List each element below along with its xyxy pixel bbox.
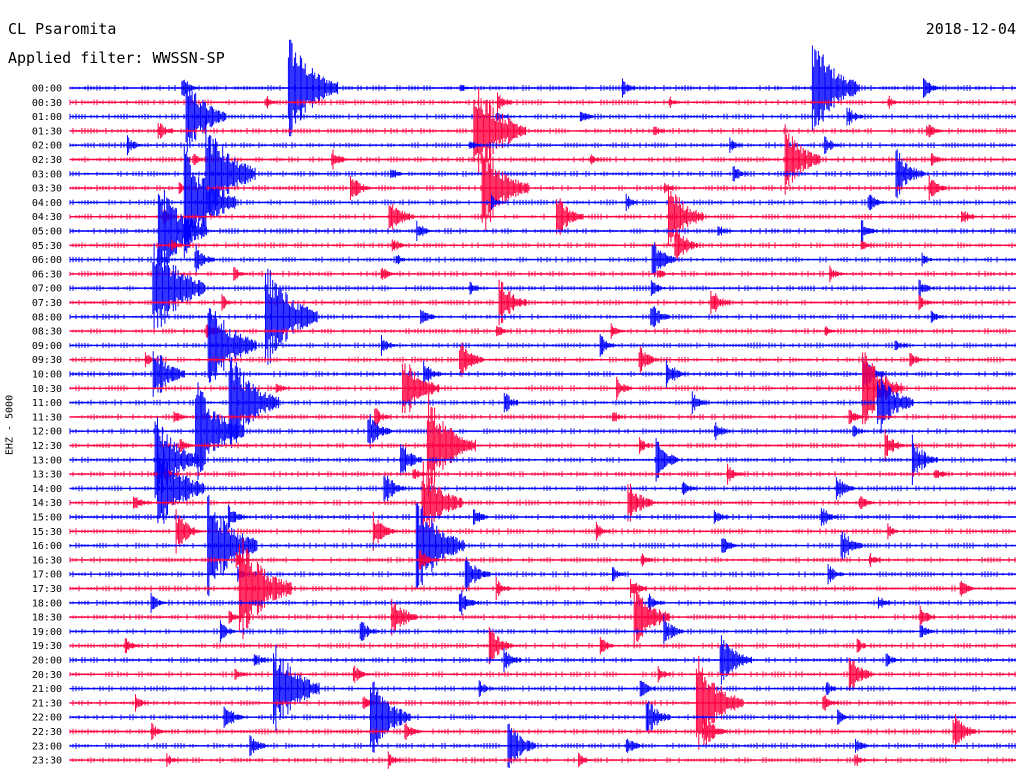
trace-waveform: [69, 557, 1016, 592]
trace-waveform: [69, 115, 1016, 232]
trace-time-label: 05:00: [32, 227, 62, 238]
trace-waveform: [69, 656, 1016, 750]
trace-time-label: 16:00: [32, 541, 62, 552]
trace-time-label: 19:00: [32, 627, 62, 638]
trace-waveform: [69, 635, 1016, 685]
trace-time-label: 19:30: [32, 641, 62, 652]
trace-waveform: [69, 382, 1016, 481]
trace-waveform: [69, 723, 1016, 768]
trace-waveform: [69, 342, 1016, 378]
trace-waveform: [69, 537, 1016, 640]
trace-time-label: 22:30: [32, 727, 62, 738]
trace-waveform: [69, 494, 1016, 597]
trace-time-label: 08:30: [32, 327, 62, 338]
trace-waveform: [69, 550, 1016, 570]
trace-waveform: [69, 279, 1016, 326]
trace-time-label: 14:00: [32, 484, 62, 495]
trace-time-label: 03:00: [32, 169, 62, 180]
trace-time-label: 21:30: [32, 698, 62, 709]
trace-time-label: 10:00: [32, 370, 62, 381]
trace-time-label: 04:30: [32, 212, 62, 223]
trace-time-label: 01:30: [32, 126, 62, 137]
trace-waveform: [69, 308, 1016, 383]
trace-time-label: 00:30: [32, 98, 62, 109]
trace-time-label: 07:30: [32, 298, 62, 309]
trace-waveform: [69, 323, 1016, 339]
trace-time-label: 17:00: [32, 570, 62, 581]
trace-waveform: [69, 352, 1016, 425]
trace-time-label: 18:30: [32, 613, 62, 624]
trace-waveform: [69, 586, 1016, 648]
trace-waveform: [69, 461, 1016, 544]
trace-waveform: [69, 504, 1016, 530]
trace-time-label: 15:30: [32, 527, 62, 538]
trace-time-label: 05:30: [32, 241, 62, 252]
trace-time-label: 21:00: [32, 684, 62, 695]
trace-time-label: 16:30: [32, 555, 62, 566]
trace-waveform: [69, 658, 1016, 691]
trace-waveform: [69, 509, 1016, 554]
trace-time-label: 18:00: [32, 598, 62, 609]
trace-time-label: 04:00: [32, 198, 62, 209]
trace-time-label: 09:00: [32, 341, 62, 352]
trace-time-label: 13:00: [32, 455, 62, 466]
trace-time-label: 08:00: [32, 312, 62, 323]
trace-waveform: [69, 417, 1016, 503]
trace-waveform: [69, 189, 1016, 273]
trace-waveform: [69, 644, 1016, 733]
trace-waveform: [69, 681, 1016, 753]
trace-time-label: 01:00: [32, 112, 62, 123]
trace-time-label: 15:00: [32, 513, 62, 524]
trace-waveform: [69, 751, 1016, 769]
trace-time-label: 06:00: [32, 255, 62, 266]
trace-time-label: 14:30: [32, 498, 62, 509]
trace-time-label: 23:00: [32, 741, 62, 752]
trace-waveform: [69, 92, 1016, 113]
trace-time-label: 23:30: [32, 756, 62, 767]
trace-waveform: [69, 614, 1016, 649]
trace-time-label: 10:30: [32, 384, 62, 395]
trace-waveform: [69, 146, 1016, 259]
trace-waveform: [69, 393, 1016, 498]
record-date: 2018-12-04: [925, 20, 1016, 38]
trace-waveform: [69, 453, 1016, 524]
trace-time-label: 02:30: [32, 155, 62, 166]
trace-time-label: 13:30: [32, 470, 62, 481]
trace-time-label: 17:30: [32, 584, 62, 595]
trace-waveform: [69, 243, 1016, 334]
trace-time-label: 00:00: [32, 84, 62, 95]
trace-waveform: [69, 408, 1016, 426]
trace-waveform: [69, 590, 1016, 616]
trace-waveform: [69, 135, 1016, 156]
trace-waveform: [69, 87, 1016, 175]
trace-waveform: [69, 351, 1016, 397]
trace-waveform: [69, 627, 1016, 665]
trace-time-label: 07:00: [32, 284, 62, 295]
trace-time-label: 06:30: [32, 269, 62, 280]
trace-waveform: [69, 39, 1016, 137]
trace-time-label: 22:00: [32, 713, 62, 724]
trace-time-label: 12:30: [32, 441, 62, 452]
time-labels: 00:00 00:30 01:00 01:30 02:00 02:30 03:00 03:30…: [32, 84, 62, 767]
trace-waveform: [69, 229, 1016, 261]
station-title: CL Psaromita: [8, 20, 117, 38]
traces: [69, 39, 1016, 769]
trace-time-label: 09:30: [32, 355, 62, 366]
trace-time-label: 11:00: [32, 398, 62, 409]
trace-time-label: 02:00: [32, 141, 62, 152]
filter-label: Applied filter: WWSSN-SP: [8, 49, 225, 67]
trace-time-label: 03:30: [32, 184, 62, 195]
trace-time-label: 12:00: [32, 427, 62, 438]
trace-time-label: 11:30: [32, 412, 62, 423]
trace-waveform: [69, 242, 1016, 277]
trace-time-label: 20:30: [32, 670, 62, 681]
trace-waveform: [69, 357, 1016, 449]
trace-time-label: 20:00: [32, 656, 62, 667]
